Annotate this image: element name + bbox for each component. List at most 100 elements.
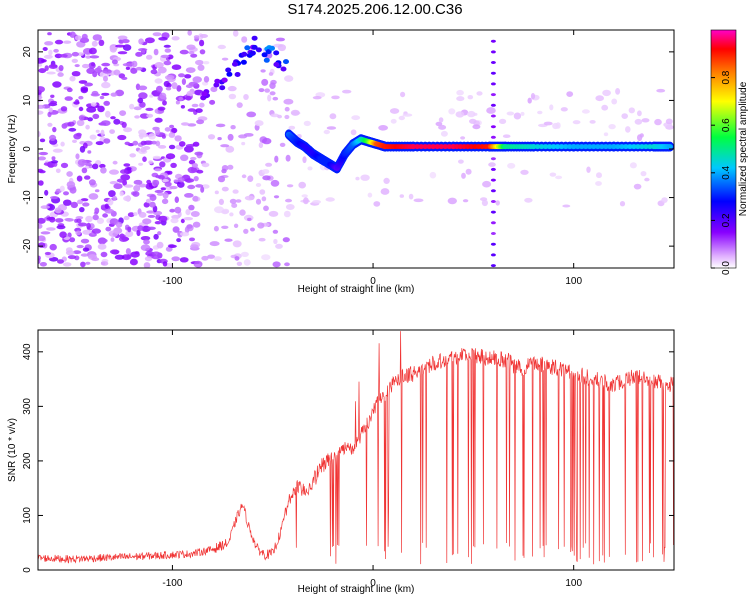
heatmap-noise <box>76 218 82 223</box>
heatmap-noise <box>325 197 335 202</box>
heatmap-noise <box>158 145 167 149</box>
heatmap-noise <box>38 217 46 224</box>
heatmap-noise <box>164 48 171 53</box>
heatmap-band <box>490 114 496 118</box>
heatmap-noise <box>192 195 199 202</box>
heatmap-noise <box>307 166 313 171</box>
heatmap-noise <box>178 141 186 147</box>
heatmap-noise <box>301 194 308 198</box>
heatmap-noise <box>199 39 205 47</box>
heatmap-noise <box>639 133 644 138</box>
heatmap-band <box>490 178 496 182</box>
heatmap-noise <box>91 40 98 47</box>
heatmap-noise <box>115 89 125 97</box>
heatmap-noise <box>129 103 135 110</box>
heatmap-upper-patch <box>269 45 275 51</box>
heatmap-upper-patch <box>201 91 208 97</box>
heatmap-noise <box>85 261 91 265</box>
heatmap-noise <box>258 237 266 242</box>
heatmap-noise <box>100 251 108 258</box>
heatmap-noise <box>70 201 79 209</box>
heatmap-noise <box>38 223 43 229</box>
heatmap-noise <box>257 222 265 229</box>
heatmap-noise <box>74 35 82 41</box>
heatmap-noise <box>138 85 148 91</box>
heatmap-noise <box>171 256 180 262</box>
heatmap-noise <box>595 181 602 186</box>
heatmap-noise <box>169 185 178 190</box>
heatmap-noise <box>108 230 119 237</box>
heatmap-noise <box>171 127 178 134</box>
heatmap-noise <box>232 189 239 194</box>
heatmap-noise <box>274 155 279 163</box>
heatmap-noise <box>124 184 134 188</box>
heatmap-noise <box>640 171 647 177</box>
heatmap-noise <box>162 192 169 199</box>
snr-frame <box>37 329 675 571</box>
heatmap-noise <box>138 38 144 45</box>
bottom-y-tick-label: 100 <box>22 507 33 524</box>
heatmap-noise <box>100 120 111 126</box>
heatmap-noise <box>60 106 68 112</box>
heatmap-noise <box>134 115 141 119</box>
heatmap-noise <box>644 177 650 182</box>
heatmap-noise <box>619 201 626 207</box>
heatmap-noise <box>53 48 59 53</box>
heatmap-noise <box>373 201 381 207</box>
heatmap-noise <box>145 251 155 256</box>
heatmap-noise <box>290 109 300 116</box>
heatmap-noise <box>139 101 146 108</box>
heatmap-noise <box>351 115 361 121</box>
heatmap-noise <box>41 59 47 63</box>
heatmap-noise <box>94 207 100 214</box>
heatmap-noise <box>109 129 115 135</box>
heatmap-noise <box>460 136 466 140</box>
heatmap-noise <box>438 117 444 123</box>
heatmap-noise <box>136 229 141 237</box>
heatmap-noise <box>52 81 62 88</box>
heatmap-noise <box>78 115 85 121</box>
heatmap-noise <box>633 183 642 190</box>
heatmap-noise <box>38 95 43 100</box>
heatmap-noise <box>413 198 424 203</box>
heatmap-noise <box>241 174 247 179</box>
heatmap-noise <box>367 192 373 198</box>
heatmap-noise <box>197 64 205 71</box>
heatmap-noise <box>243 259 251 266</box>
heatmap-noise <box>581 109 590 114</box>
heatmap-noise <box>265 162 273 167</box>
heatmap-noise <box>186 44 196 50</box>
heatmap-noise <box>155 175 162 179</box>
heatmap-upper-patch <box>232 61 238 67</box>
heatmap-noise <box>456 96 465 102</box>
heatmap-noise <box>194 151 204 156</box>
heatmap-noise <box>51 160 59 164</box>
heatmap-noise <box>284 262 290 267</box>
heatmap-noise <box>200 186 205 193</box>
heatmap-noise <box>355 176 360 181</box>
heatmap-noise <box>191 103 199 108</box>
heatmap-noise <box>217 137 222 141</box>
heatmap-noise <box>629 162 637 169</box>
heatmap-noise <box>69 186 77 194</box>
heatmap-ridge-core <box>590 144 597 150</box>
heatmap-noise <box>115 44 126 48</box>
heatmap-noise <box>75 216 84 220</box>
heatmap-noise <box>187 30 192 36</box>
heatmap-noise <box>112 195 117 201</box>
heatmap-noise <box>144 256 153 262</box>
heatmap-upper-patch <box>213 82 220 88</box>
heatmap-noise <box>189 237 195 242</box>
heatmap-noise <box>448 108 456 115</box>
heatmap-noise <box>187 123 197 127</box>
heatmap-noise <box>86 106 97 113</box>
heatmap-noise <box>520 169 529 175</box>
heatmap-noise <box>175 100 180 105</box>
heatmap-noise <box>267 94 272 102</box>
heatmap-noise <box>146 210 156 214</box>
heatmap-noise <box>124 141 131 146</box>
heatmap-upper-patch <box>280 66 287 72</box>
heatmap-noise <box>171 36 180 41</box>
heatmap-noise <box>154 189 164 194</box>
heatmap-noise <box>178 73 185 78</box>
